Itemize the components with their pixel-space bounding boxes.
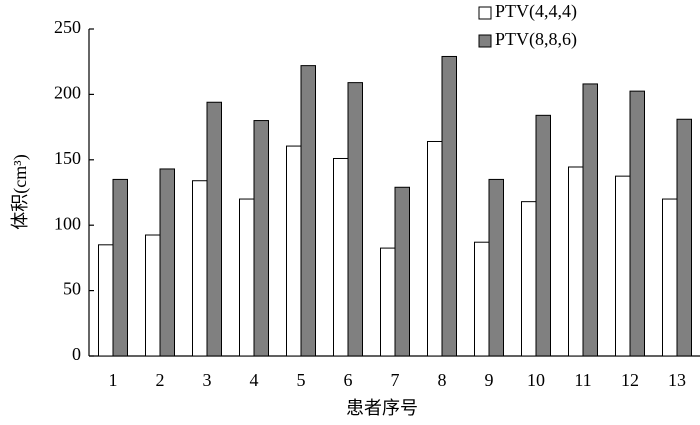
y-tick-label: 150 <box>54 148 81 168</box>
bar <box>474 241 490 357</box>
bar <box>427 140 443 357</box>
x-tick-label: 1 <box>109 370 118 390</box>
bar <box>300 65 316 357</box>
x-tick-label: 8 <box>438 370 447 390</box>
x-tick-label: 12 <box>621 370 639 390</box>
y-tick-label: 250 <box>54 17 81 37</box>
x-tick-label: 5 <box>297 370 306 390</box>
bar <box>253 120 269 357</box>
legend-swatch <box>478 34 492 48</box>
bar <box>380 247 396 357</box>
y-axis-label: 体积(cm³) <box>10 154 31 229</box>
bar <box>615 175 631 357</box>
x-tick-label: 11 <box>574 370 591 390</box>
legend-label: PTV(8,8,6) <box>495 29 577 50</box>
bar <box>112 178 128 357</box>
y-tick-label: 200 <box>54 83 81 103</box>
bar <box>239 198 255 357</box>
x-tick-label: 6 <box>344 370 353 390</box>
bar <box>441 55 457 357</box>
bar <box>535 114 551 357</box>
bar <box>662 198 678 357</box>
bar <box>98 244 114 357</box>
bar <box>159 168 175 357</box>
bar <box>568 166 584 357</box>
x-tick-label: 4 <box>250 370 259 390</box>
bar <box>192 180 208 357</box>
bar <box>145 234 161 357</box>
x-tick-label: 2 <box>156 370 165 390</box>
bar <box>521 201 537 357</box>
x-tick-label: 3 <box>203 370 212 390</box>
bar <box>347 82 363 357</box>
x-tick-label: 9 <box>485 370 494 390</box>
y-tick-label: 100 <box>54 213 81 233</box>
x-tick-label: 13 <box>668 370 686 390</box>
y-tick-label: 0 <box>72 344 81 364</box>
bar <box>286 145 302 357</box>
x-axis-label: 患者序号 <box>346 398 418 418</box>
legend-label: PTV(4,4,4) <box>495 1 577 22</box>
x-tick-label: 7 <box>391 370 400 390</box>
bar <box>629 90 645 357</box>
y-tick-label: 50 <box>63 279 81 299</box>
bar <box>582 83 598 357</box>
legend-swatch <box>478 6 492 20</box>
bar <box>206 101 222 357</box>
bar <box>488 178 504 357</box>
x-tick-label: 10 <box>527 370 545 390</box>
bar <box>676 118 692 357</box>
bar <box>333 157 349 357</box>
bar <box>394 186 410 357</box>
